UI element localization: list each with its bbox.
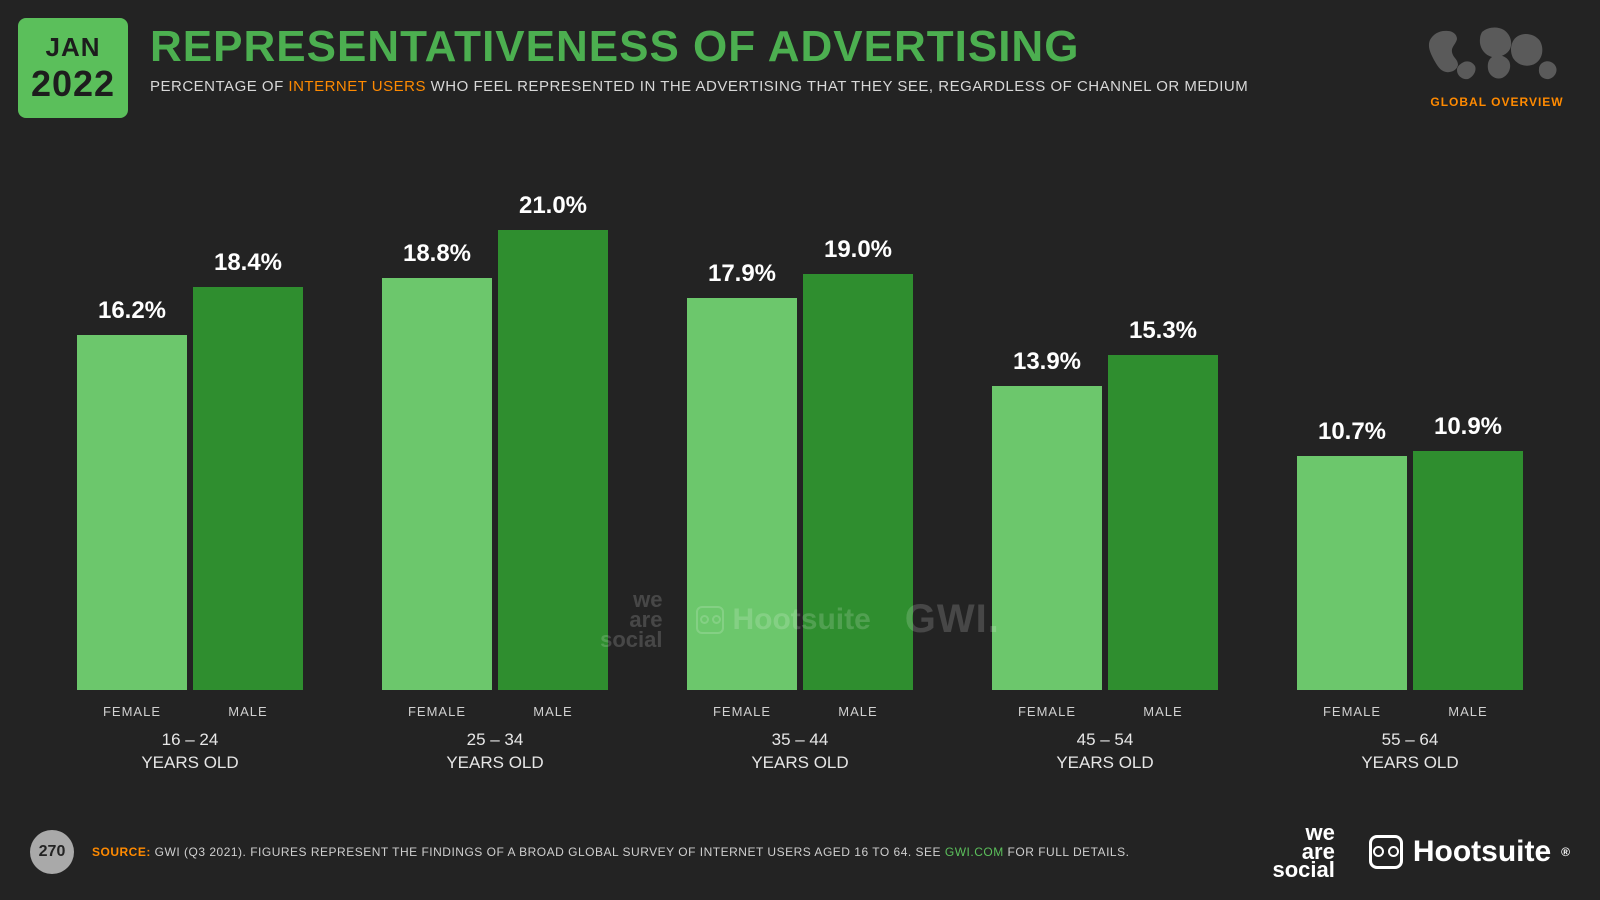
- bar-wrap: 15.3% MALE: [1108, 317, 1218, 719]
- bars-row: 16.2% FEMALE 18.4% MALE: [77, 199, 303, 719]
- bar-value-label: 13.9%: [1013, 348, 1081, 376]
- bar: [1297, 456, 1407, 690]
- header-block: REPRESENTATIVENESS OF ADVERTISING PERCEN…: [150, 22, 1248, 95]
- registered-mark: ®: [1561, 845, 1570, 859]
- gender-label: MALE: [838, 704, 877, 719]
- gender-label: FEMALE: [103, 704, 161, 719]
- subtitle-pre: PERCENTAGE OF: [150, 78, 288, 95]
- date-year: 2022: [31, 63, 115, 105]
- bar: [1413, 451, 1523, 690]
- bar-value-label: 16.2%: [98, 297, 166, 325]
- page-title: REPRESENTATIVENESS OF ADVERTISING: [150, 22, 1248, 72]
- chart-area: 16.2% FEMALE 18.4% MALE 16 – 24YEARS OLD 18.8…: [60, 155, 1540, 775]
- bar: [193, 287, 303, 690]
- gender-label: MALE: [1448, 704, 1487, 719]
- subtitle-post: WHO FEEL REPRESENTED IN THE ADVERTISING …: [426, 78, 1248, 95]
- gender-label: FEMALE: [713, 704, 771, 719]
- group-caption: 16 – 24YEARS OLD: [141, 729, 238, 775]
- world-map: GLOBAL OVERVIEW: [1422, 18, 1572, 109]
- gender-label: MALE: [533, 704, 572, 719]
- footer-left: 270 SOURCE: GWI (Q3 2021). FIGURES REPRE…: [30, 830, 1129, 874]
- bar-wrap: 16.2% FEMALE: [77, 297, 187, 719]
- logo-hootsuite-text: Hootsuite: [1413, 835, 1551, 869]
- bar: [498, 230, 608, 690]
- group-caption: 35 – 44YEARS OLD: [751, 729, 848, 775]
- bar-value-label: 18.4%: [214, 249, 282, 277]
- source-line: SOURCE: GWI (Q3 2021). FIGURES REPRESENT…: [92, 845, 1129, 859]
- logo-wearesocial: wearesocial: [1272, 824, 1334, 880]
- bar-wrap: 18.4% MALE: [193, 249, 303, 719]
- gender-label: MALE: [228, 704, 267, 719]
- bar-wrap: 10.7% FEMALE: [1297, 418, 1407, 719]
- bars-row: 13.9% FEMALE 15.3% MALE: [992, 199, 1218, 719]
- gender-label: FEMALE: [1323, 704, 1381, 719]
- gender-label: FEMALE: [1018, 704, 1076, 719]
- bar-wrap: 10.9% MALE: [1413, 413, 1523, 719]
- gender-label: FEMALE: [408, 704, 466, 719]
- group-caption: 55 – 64YEARS OLD: [1361, 729, 1458, 775]
- group-caption: 25 – 34YEARS OLD: [446, 729, 543, 775]
- bar-wrap: 19.0% MALE: [803, 236, 913, 719]
- bar-value-label: 21.0%: [519, 192, 587, 220]
- footer: 270 SOURCE: GWI (Q3 2021). FIGURES REPRE…: [30, 824, 1570, 880]
- bars-row: 18.8%FEMALE21.0%MALE: [382, 199, 608, 719]
- gender-label: MALE: [1143, 704, 1182, 719]
- group-caption: 45 – 54YEARS OLD: [1056, 729, 1153, 775]
- source-text-2: FOR FULL DETAILS.: [1004, 845, 1130, 859]
- bar-wrap: 17.9% FEMALE: [687, 260, 797, 719]
- page-subtitle: PERCENTAGE OF INTERNET USERS WHO FEEL RE…: [150, 78, 1248, 95]
- bar-value-label: 17.9%: [708, 260, 776, 288]
- bar-value-label: 15.3%: [1129, 317, 1197, 345]
- source-label: SOURCE:: [92, 845, 151, 859]
- bar-wrap: 18.8% FEMALE: [382, 240, 492, 719]
- source-link: GWI.COM: [945, 845, 1004, 859]
- footer-right: wearesocial Hootsuite ®: [1272, 824, 1570, 880]
- subtitle-highlight: INTERNET USERS: [288, 78, 426, 95]
- bar-value-label: 10.7%: [1318, 418, 1386, 446]
- page-number: 270: [30, 830, 74, 874]
- age-group: 18.8%FEMALE21.0%MALE25 – 34YEARS OLD: [365, 199, 625, 775]
- global-overview-label: GLOBAL OVERVIEW: [1422, 95, 1572, 109]
- age-group: 16.2% FEMALE 18.4% MALE 16 – 24YEARS OLD: [60, 199, 320, 775]
- world-map-icon: [1422, 18, 1572, 88]
- age-group: 17.9% FEMALE 19.0% MALE 35 – 44YEARS OLD: [670, 199, 930, 775]
- bar: [77, 335, 187, 690]
- bars-row: 17.9% FEMALE 19.0% MALE: [687, 199, 913, 719]
- bar-value-label: 19.0%: [824, 236, 892, 264]
- bar: [382, 278, 492, 690]
- owl-icon: [1369, 835, 1403, 869]
- bar: [687, 298, 797, 690]
- bar-value-label: 10.9%: [1434, 413, 1502, 441]
- bar-wrap: 21.0% MALE: [498, 192, 608, 719]
- bar: [803, 274, 913, 690]
- bars-row: 10.7% FEMALE 10.9% MALE: [1297, 199, 1523, 719]
- bar: [992, 386, 1102, 690]
- age-group: 13.9% FEMALE 15.3% MALE 45 – 54YEARS OLD: [975, 199, 1235, 775]
- bar-wrap: 13.9% FEMALE: [992, 348, 1102, 719]
- logo-hootsuite: Hootsuite ®: [1369, 835, 1570, 869]
- date-badge: JAN 2022: [18, 18, 128, 118]
- age-group: 10.7% FEMALE 10.9% MALE 55 – 64YEARS OLD: [1280, 199, 1540, 775]
- bar-value-label: 18.8%: [403, 240, 471, 268]
- date-month: JAN: [45, 32, 100, 63]
- source-text-1: GWI (Q3 2021). FIGURES REPRESENT THE FIN…: [151, 845, 945, 859]
- bar: [1108, 355, 1218, 690]
